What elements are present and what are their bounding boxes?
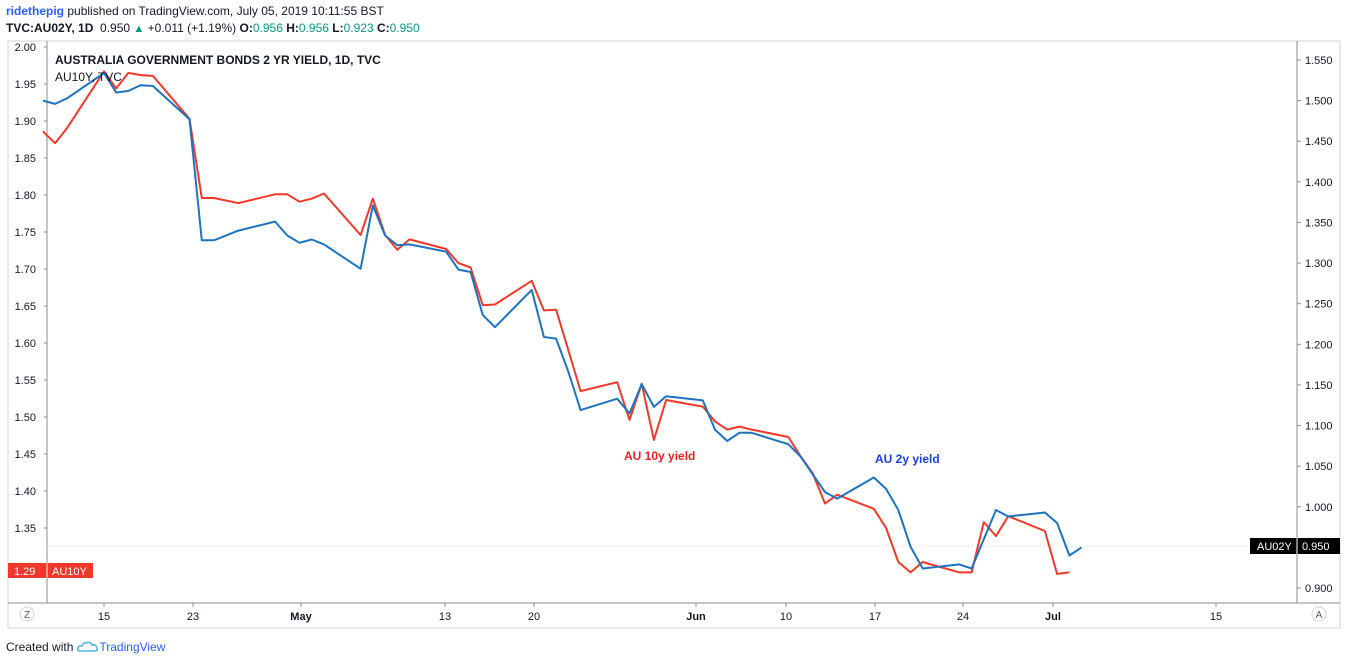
open-label: O: xyxy=(239,21,253,35)
right-last-value-label: AU02Y 0.950 xyxy=(1250,538,1340,554)
left-tick-label: 1.40 xyxy=(15,486,36,498)
tradingview-brand: TradingView xyxy=(99,640,166,654)
x-tick-label: 15 xyxy=(98,611,110,623)
x-tick-label: May xyxy=(290,611,312,623)
right-tick-label: 0.900 xyxy=(1305,583,1333,595)
x-tick-label: 20 xyxy=(528,611,540,623)
x-tick-label: 17 xyxy=(869,611,881,623)
footer: Created with TradingView xyxy=(6,640,165,654)
right-tick-label: 1.000 xyxy=(1305,502,1333,514)
annotation-au2y: AU 2y yield xyxy=(875,452,940,466)
left-tick-label: 1.55 xyxy=(15,375,36,387)
right-tick-label: 1.300 xyxy=(1305,258,1333,270)
auto-scale-corner[interactable]: A xyxy=(1311,606,1327,622)
left-last-value-label: 1.29 AU10Y xyxy=(8,563,93,578)
open-value: 0.956 xyxy=(252,21,283,35)
auto-scale-corner-label: A xyxy=(1316,610,1323,621)
left-tick-label: 1.80 xyxy=(15,190,36,202)
left-tick-label: 1.45 xyxy=(15,449,36,461)
last-price: 0.950 xyxy=(100,21,131,35)
left-axis[interactable]: 2.00 1.95 1.90 1.85 1.80 1.75 1.70 1.65 1.60 1.55… xyxy=(15,42,47,535)
symbol-legend: TVC:AU02Y, 1D 0.950 ▲ +0.011 (+1.19%) O:… xyxy=(6,21,420,35)
left-tick-label: 1.70 xyxy=(15,264,36,276)
time-axis[interactable]: 15 23 May 13 20 Jun 10 17 24 Jul 15 xyxy=(98,603,1222,623)
series-line-au02y[interactable] xyxy=(42,72,1083,570)
zoom-corner-label: Z xyxy=(24,610,30,621)
zoom-corner-circle xyxy=(19,606,35,622)
price-chart[interactable]: 2.00 1.95 1.90 1.85 1.80 1.75 1.70 1.65 1.60 1.55… xyxy=(0,0,1348,640)
left-tick-label: 2.00 xyxy=(15,42,36,54)
left-tick-label: 1.75 xyxy=(15,227,36,239)
x-tick-label: 15 xyxy=(1210,611,1222,623)
price-change: +0.011 (+1.19%) xyxy=(147,21,237,35)
right-tick-label: 1.150 xyxy=(1305,380,1333,392)
chart-title: AUSTRALIA GOVERNMENT BONDS 2 YR YIELD, 1… xyxy=(55,53,381,67)
created-with-text: Created with xyxy=(6,640,74,654)
right-tick-label: 1.250 xyxy=(1305,299,1333,311)
x-tick-label: Jun xyxy=(686,611,706,623)
x-tick-label: Jul xyxy=(1045,611,1061,623)
right-tick-label: 1.550 xyxy=(1305,55,1333,67)
auto-scale-corner-circle xyxy=(1311,606,1327,622)
left-tick-label: 1.65 xyxy=(15,301,36,313)
author-link[interactable]: ridethepig xyxy=(6,4,65,18)
series-line-au10y[interactable] xyxy=(42,70,1070,575)
x-tick-label: 24 xyxy=(957,611,969,623)
overlay-symbol: AU10Y, TVC xyxy=(55,70,122,84)
right-last-name: AU02Y xyxy=(1257,541,1293,553)
high-label: H: xyxy=(286,21,299,35)
right-last-value-bg xyxy=(1250,538,1340,554)
low-value: 0.923 xyxy=(343,21,374,35)
tradingview-cloud-icon xyxy=(77,641,99,652)
right-tick-label: 1.350 xyxy=(1305,217,1333,229)
zoom-corner[interactable]: Z xyxy=(19,606,35,622)
publish-info: ridethepig published on TradingView.com,… xyxy=(6,4,384,18)
right-axis[interactable]: 1.550 1.500 1.450 1.400 1.350 1.300 1.250 1.200… xyxy=(1297,55,1333,595)
x-tick-label: 13 xyxy=(439,611,451,623)
chart-frame xyxy=(7,40,1341,629)
low-label: L: xyxy=(332,21,344,35)
high-value: 0.956 xyxy=(298,21,329,35)
right-tick-label: 1.450 xyxy=(1305,136,1333,148)
left-tick-label: 1.50 xyxy=(15,412,36,424)
right-tick-label: 1.050 xyxy=(1305,461,1333,473)
right-tick-label: 1.100 xyxy=(1305,421,1333,433)
up-arrow-icon: ▲ xyxy=(133,23,145,35)
left-last-value: 1.29 xyxy=(14,566,35,578)
tradingview-logo[interactable]: TradingView xyxy=(77,640,165,654)
right-tick-label: 1.200 xyxy=(1305,339,1333,351)
right-last-value: 0.950 xyxy=(1302,541,1330,553)
right-tick-label: 1.400 xyxy=(1305,177,1333,189)
series-layer xyxy=(42,70,1083,575)
left-tick-label: 1.85 xyxy=(15,153,36,165)
annotation-au10y: AU 10y yield xyxy=(624,449,695,463)
x-tick-label: 23 xyxy=(187,611,199,623)
symbol-label: TVC:AU02Y, 1D xyxy=(6,21,94,35)
close-label: C: xyxy=(376,21,390,35)
left-tick-label: 1.60 xyxy=(15,338,36,350)
left-tick-label: 1.90 xyxy=(15,116,36,128)
left-last-name: AU10Y xyxy=(52,566,88,578)
left-last-value-bg xyxy=(8,563,93,578)
left-tick-label: 1.35 xyxy=(15,523,36,535)
publish-text: published on TradingView.com, July 05, 2… xyxy=(67,4,384,18)
close-value: 0.950 xyxy=(389,21,420,35)
x-tick-label: 10 xyxy=(780,611,792,623)
right-tick-label: 1.500 xyxy=(1305,96,1333,108)
left-tick-label: 1.95 xyxy=(15,79,36,91)
